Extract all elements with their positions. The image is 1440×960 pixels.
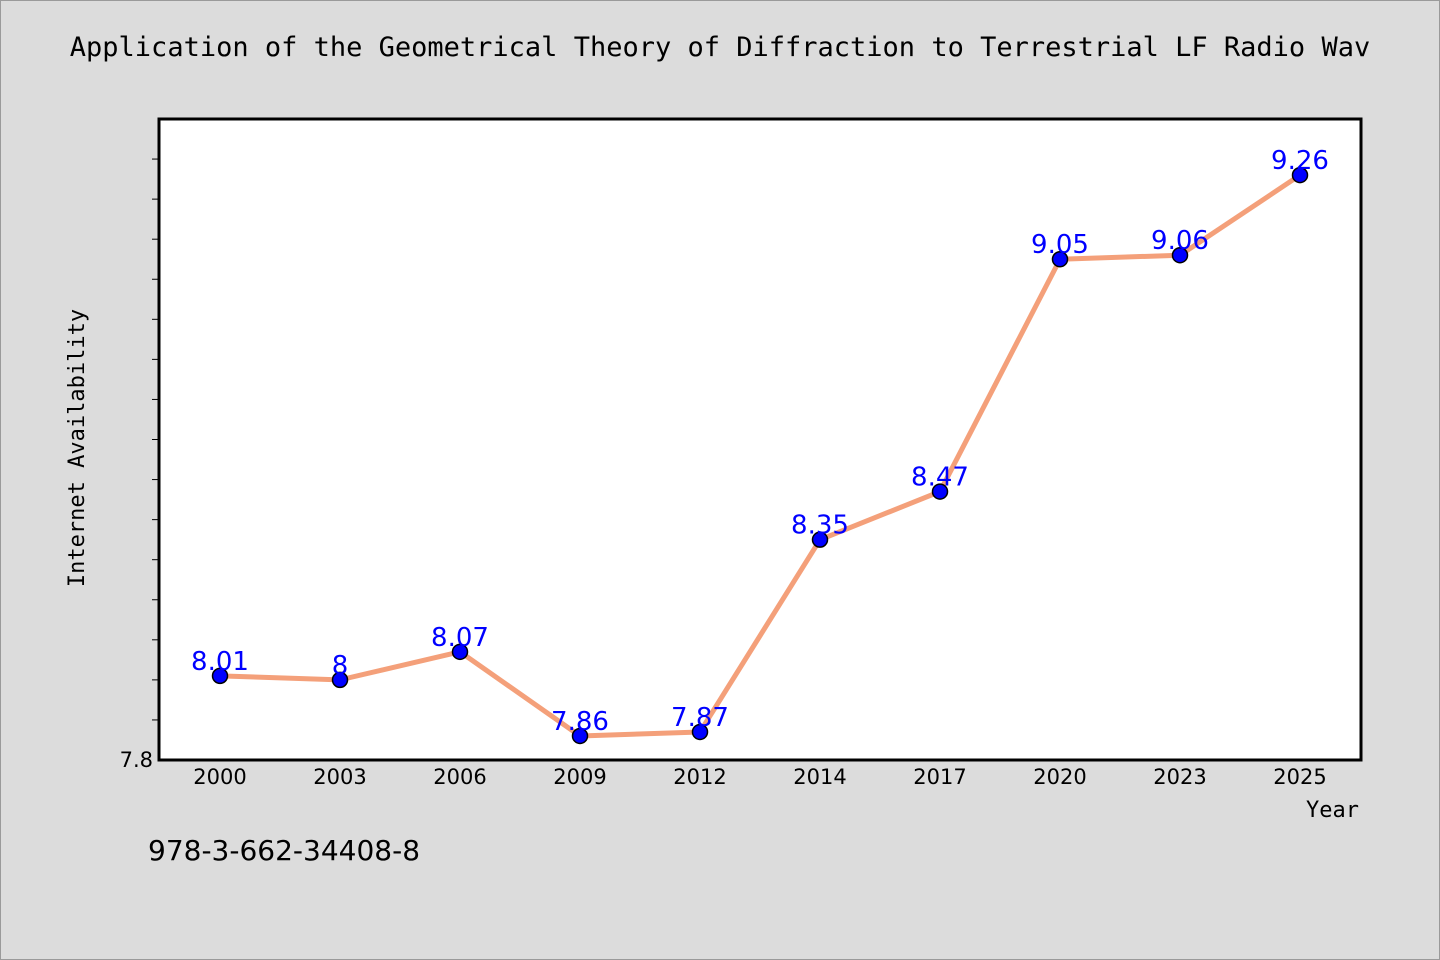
- data-point: [691, 723, 709, 741]
- isbn-text: 978-3-662-34408-8: [148, 834, 421, 867]
- data-label: 9.26: [1271, 146, 1329, 176]
- x-tick-label: 2006: [433, 765, 486, 789]
- series-line: [217, 172, 1303, 739]
- x-tick-label: 2014: [793, 765, 846, 789]
- data-label: 8.47: [911, 463, 969, 493]
- x-tick-label: 2023: [1153, 765, 1206, 789]
- x-ticks: 2000 2003 2006 2009 2012 2014 2017 2020 2023 2025: [193, 765, 1326, 789]
- data-label: 8: [332, 651, 349, 681]
- x-tick-label: 2003: [313, 765, 366, 789]
- data-point: [211, 667, 229, 685]
- data-label: 8.07: [431, 623, 489, 653]
- x-tick-label: 2012: [673, 765, 726, 789]
- data-point: [811, 531, 829, 548]
- data-labels: 8.01 8 8.07 7.86 7.87 8.35 8.47 9.05 9.06 9.26: [191, 146, 1329, 737]
- data-point: [1291, 166, 1309, 184]
- data-label: 7.86: [551, 707, 609, 737]
- data-point: [1171, 246, 1189, 264]
- markers: [211, 166, 1309, 745]
- x-tick-label: 2000: [193, 765, 246, 789]
- data-point: [571, 727, 589, 745]
- chart-title: Application of the Geometrical Theory of…: [69, 32, 1371, 63]
- x-tick-label: 2020: [1033, 765, 1086, 789]
- x-tick-label: 2017: [913, 765, 966, 789]
- data-point: [931, 483, 949, 500]
- data-point: [331, 671, 349, 689]
- data-label: 9.05: [1031, 230, 1089, 260]
- data-label: 9.06: [1151, 226, 1209, 256]
- y-axis-label: Internet Availability: [65, 309, 90, 587]
- x-axis-label: Year: [1306, 798, 1359, 823]
- data-point: [1051, 250, 1069, 268]
- y-ticks: 7.8: [120, 158, 159, 772]
- x-tick-label: 2025: [1273, 765, 1326, 789]
- plot-area: [157, 117, 1363, 762]
- x-tick-label: 2009: [553, 765, 606, 789]
- data-point: [451, 643, 469, 661]
- data-label: 7.87: [671, 703, 729, 733]
- y-tick-label: 7.8: [120, 748, 153, 772]
- data-label: 8.01: [191, 647, 249, 677]
- data-label: 8.35: [791, 511, 849, 541]
